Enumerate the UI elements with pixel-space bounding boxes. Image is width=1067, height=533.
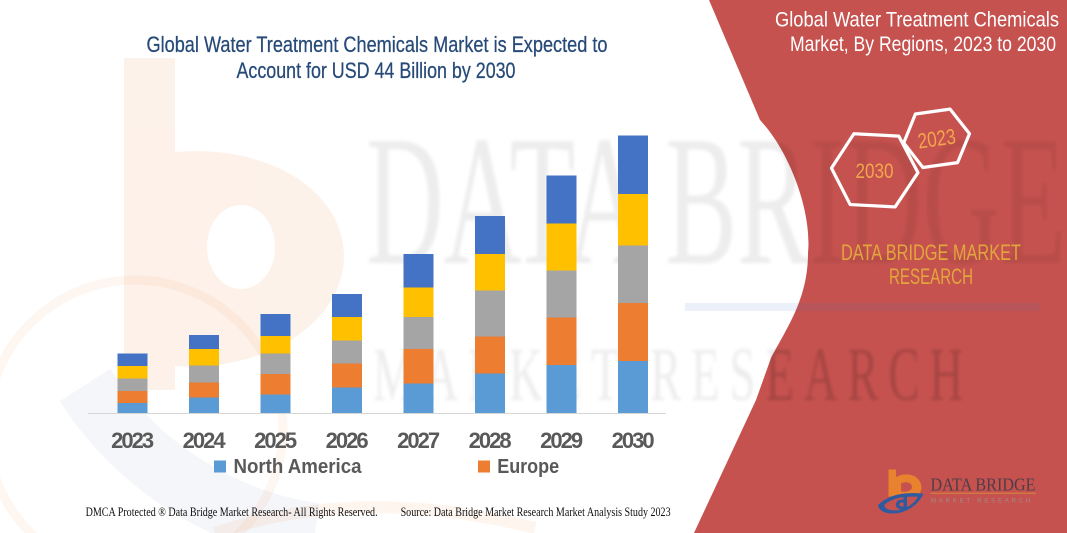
svg-text:2026: 2026	[326, 428, 369, 453]
svg-text:2030: 2030	[856, 159, 894, 183]
svg-text:2024: 2024	[183, 428, 227, 453]
svg-text:2030: 2030	[612, 428, 655, 453]
svg-text:Europe: Europe	[497, 456, 559, 478]
svg-text:Account for USD 44 Billion by: Account for USD 44 Billion by 2030	[237, 58, 516, 83]
svg-text:Global Water Treatment Chemica: Global Water Treatment Chemicals	[775, 9, 1059, 32]
svg-text:Global Water Treatment Chemica: Global Water Treatment Chemicals Market …	[147, 32, 608, 57]
svg-text:Source: Data Bridge Market Res: Source: Data Bridge Market Research Mark…	[401, 505, 671, 519]
svg-text:MARKET RESEARCH: MARKET RESEARCH	[373, 333, 973, 417]
svg-text:2027: 2027	[397, 428, 440, 453]
svg-text:North America: North America	[234, 456, 363, 478]
svg-text:Market, By Regions, 2023 to 20: Market, By Regions, 2023 to 2030	[790, 33, 1056, 56]
svg-text:2028: 2028	[469, 428, 512, 453]
svg-text:DATA BRIDGE: DATA BRIDGE	[931, 475, 1036, 495]
svg-text:2023: 2023	[916, 124, 957, 153]
svg-text:2029: 2029	[540, 428, 583, 453]
svg-text:RESEARCH: RESEARCH	[889, 264, 973, 289]
svg-text:MARKET RESEARCH: MARKET RESEARCH	[931, 497, 1033, 504]
svg-text:DMCA Protected ® Data Bridge M: DMCA Protected ® Data Bridge Market Rese…	[86, 505, 378, 519]
svg-text:2025: 2025	[254, 428, 297, 453]
svg-text:2023: 2023	[111, 428, 154, 453]
svg-text:DATA BRIDGE MARKET: DATA BRIDGE MARKET	[841, 240, 1021, 265]
